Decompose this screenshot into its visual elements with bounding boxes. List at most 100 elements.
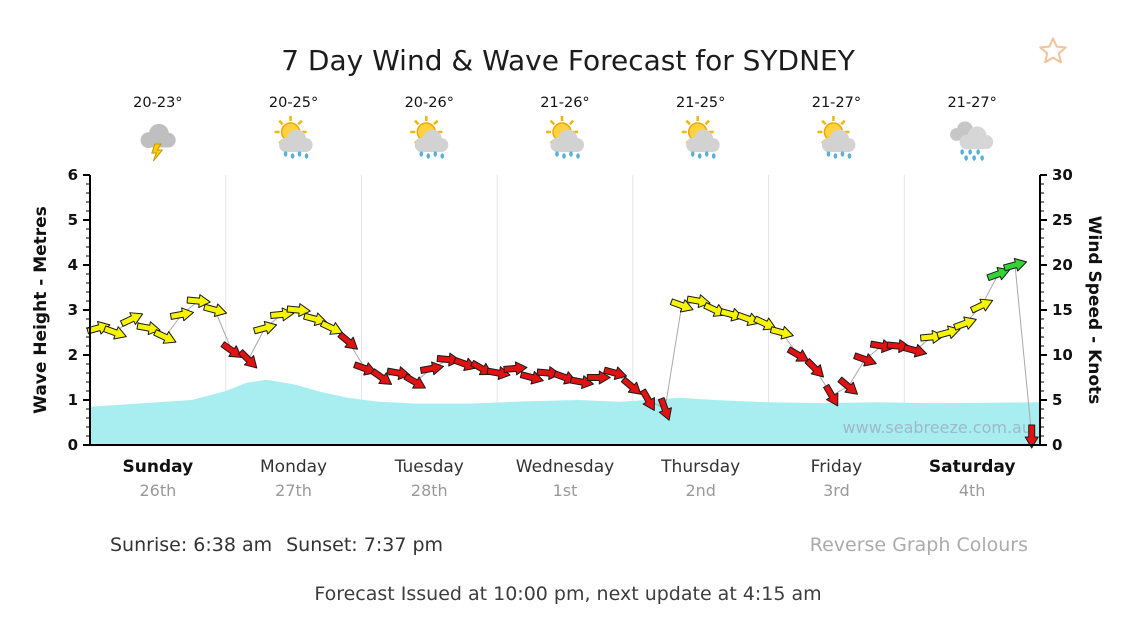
wind-arrow — [503, 361, 528, 376]
day-name-label: Saturday — [929, 457, 1016, 477]
wind-arrow — [303, 312, 328, 327]
y-right-tick-label: 10 — [1052, 346, 1073, 364]
day-temp-label: 20-25° — [269, 95, 318, 111]
wind-arrow — [936, 325, 961, 340]
day-name-label: Tuesday — [394, 457, 464, 477]
wind-arrow — [869, 339, 895, 354]
weather-icon-sun-rain — [546, 116, 584, 159]
rain-drop — [576, 153, 580, 159]
rain-drop — [960, 149, 964, 155]
wind-arrow — [753, 315, 777, 331]
wind-arrow — [136, 321, 161, 336]
day-temp-label: 21-27° — [947, 95, 996, 111]
sun-ray — [549, 119, 556, 126]
rain-drop — [433, 151, 438, 157]
day-date-label: 2nd — [685, 481, 715, 500]
wind-arrow — [1003, 257, 1028, 272]
weather-icon-storm — [140, 123, 176, 162]
star-outline — [1039, 37, 1067, 64]
wind-arrow — [203, 303, 228, 318]
rain-drop — [283, 151, 288, 157]
lightning-bolt — [151, 143, 164, 162]
wind-arrow — [220, 341, 243, 358]
forecast-issued-text: Forecast Issued at 10:00 pm, next update… — [314, 583, 822, 605]
sun-ray — [840, 119, 846, 126]
wind-arrow — [337, 331, 358, 350]
wind-arrow — [837, 376, 858, 395]
weather-icon-sun-rain — [681, 116, 720, 159]
wind-arrow — [986, 267, 1011, 282]
wind-arrow — [237, 349, 258, 369]
rain-drop — [697, 153, 702, 159]
y-left-tick-label: 6 — [68, 166, 78, 184]
wind-arrow — [253, 320, 278, 335]
weather-icon-rain — [950, 121, 994, 161]
day-name-label: Wednesday — [516, 457, 614, 477]
sun-times-text: Sunrise: 6:38 am Sunset: 7:37 pm — [110, 534, 457, 556]
day-date-label: 4th — [959, 481, 986, 500]
wind-arrow — [153, 329, 177, 344]
rain-drop — [711, 153, 716, 159]
rain-drop — [304, 153, 309, 159]
wind-arrow — [686, 294, 711, 309]
rain-drop — [847, 153, 852, 159]
wind-arrow — [169, 307, 195, 322]
day-temp-label: 20-23° — [133, 95, 182, 111]
wind-arrow — [569, 375, 595, 390]
wind-arrow — [386, 366, 411, 381]
rain-drop — [426, 153, 431, 159]
watermark-text: www.seabreeze.com.au — [843, 418, 1032, 437]
day-temp-label: 21-26° — [540, 95, 589, 111]
day-name-label: Thursday — [660, 457, 740, 477]
wind-arrow — [769, 325, 794, 340]
day-temp-label: 21-25° — [676, 95, 725, 111]
reverse-graph-colours-link[interactable]: Reverse Graph Colours — [809, 534, 1028, 556]
wind-arrow — [853, 352, 877, 367]
wave-height-area — [90, 379, 1040, 445]
rain-drop — [290, 153, 295, 159]
sun-ray — [704, 119, 710, 126]
wind-arrow — [786, 346, 810, 362]
page-title: 7 Day Wind & Wave Forecast for SYDNEY — [281, 44, 855, 77]
day-temp-label: 20-26° — [405, 95, 454, 111]
favourite-star-icon[interactable] — [1038, 36, 1068, 66]
wind-arrow — [470, 359, 493, 376]
y-left-tick-label: 0 — [68, 436, 78, 454]
rain-drop — [690, 151, 695, 157]
rain-drop — [980, 155, 984, 161]
sun-ray — [568, 119, 575, 126]
wind-arrow — [519, 370, 544, 385]
weather-icon-sun-rain — [817, 116, 856, 159]
rain-drop — [833, 153, 838, 159]
rain-drop — [976, 149, 980, 155]
wind-arrow — [103, 325, 127, 340]
wind-arrow — [620, 376, 642, 395]
rain-drop — [297, 151, 302, 157]
wind-arrow — [403, 373, 426, 389]
y-right-tick-label: 5 — [1052, 391, 1062, 409]
sun-ray — [297, 119, 303, 126]
sun-ray — [414, 119, 420, 126]
rain-drop — [440, 153, 445, 159]
wind-arrow — [953, 316, 977, 331]
rain-drop — [569, 151, 573, 157]
wind-arrow — [586, 370, 611, 385]
y-right-tick-label: 0 — [1052, 436, 1062, 454]
wind-arrow — [903, 343, 928, 358]
wind-arrow — [119, 312, 144, 327]
day-date-label: 3rd — [823, 481, 850, 500]
day-date-label: 26th — [139, 481, 176, 500]
rain-drop — [562, 153, 566, 159]
day-name-label: Friday — [811, 457, 863, 477]
sunset-text: Sunset: 7:37 pm — [286, 534, 444, 556]
day-date-label: 1st — [553, 481, 578, 500]
wind-arrow — [419, 361, 445, 376]
wind-arrow — [804, 358, 824, 378]
wind-arrow — [453, 356, 477, 371]
y-left-tick-label: 1 — [68, 391, 78, 409]
day-name-label: Monday — [260, 457, 327, 477]
y-right-axis-title: Wind Speed - Knots — [1084, 216, 1104, 405]
day-date-label: 28th — [411, 481, 448, 500]
y-right-tick-label: 30 — [1052, 166, 1073, 184]
